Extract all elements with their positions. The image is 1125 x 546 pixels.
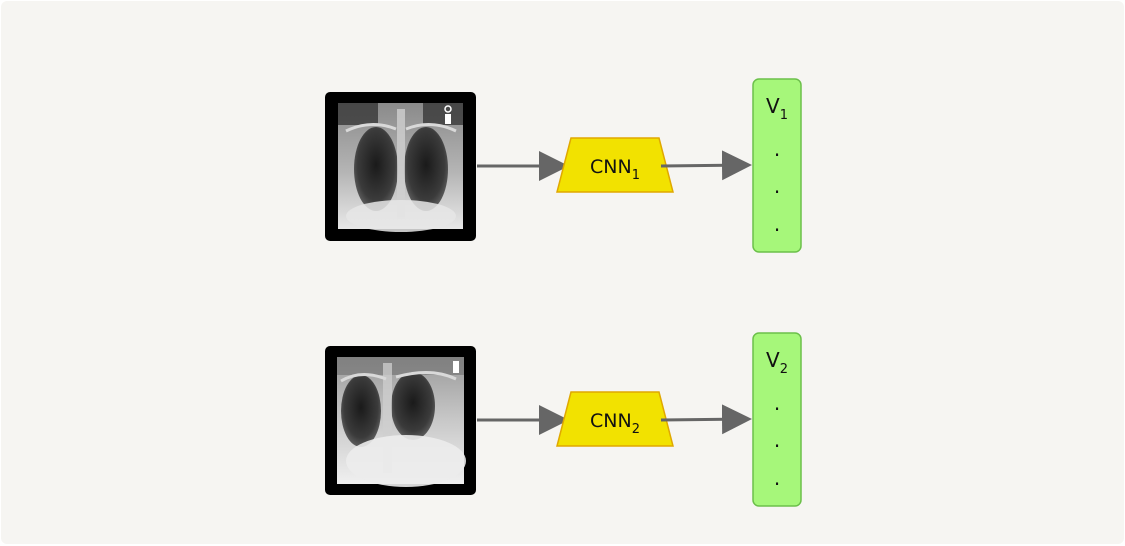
vector-dot: . bbox=[774, 174, 780, 198]
arrow-cnn-to-vector-2 bbox=[660, 404, 752, 435]
right-lung bbox=[391, 372, 435, 440]
vector-dot: . bbox=[774, 428, 780, 452]
left-lung bbox=[341, 375, 381, 447]
vector-dot: . bbox=[774, 137, 780, 161]
vector-label-1: V1 bbox=[766, 94, 788, 123]
chest-xray-image-2 bbox=[325, 346, 476, 495]
row-2: CNN2 V2 . . . bbox=[325, 332, 802, 507]
cnn-trapezoid bbox=[556, 137, 674, 193]
chest-xray-image-1 bbox=[325, 92, 476, 241]
cnn-trapezoid bbox=[556, 391, 674, 447]
vector-box bbox=[752, 332, 802, 507]
feature-vector-1: V1 . . . bbox=[752, 78, 802, 253]
vector-box bbox=[752, 78, 802, 253]
vector-dot: . bbox=[774, 212, 780, 236]
arrow-cnn-to-vector-1 bbox=[660, 150, 752, 181]
cnn-label-2: CNN2 bbox=[590, 410, 640, 437]
cnn-label-1: CNN1 bbox=[590, 156, 640, 183]
feature-vector-2: V2 . . . bbox=[752, 332, 802, 507]
vector-label-2: V2 bbox=[766, 348, 788, 377]
right-lung bbox=[404, 127, 448, 211]
vector-dot: . bbox=[774, 466, 780, 490]
cnn-block-1: CNN1 bbox=[556, 137, 674, 193]
row-1: CNN1 V1 . . . bbox=[325, 78, 802, 253]
vector-dot: . bbox=[774, 391, 780, 415]
cnn-block-2: CNN2 bbox=[556, 391, 674, 447]
left-lung bbox=[354, 127, 398, 211]
